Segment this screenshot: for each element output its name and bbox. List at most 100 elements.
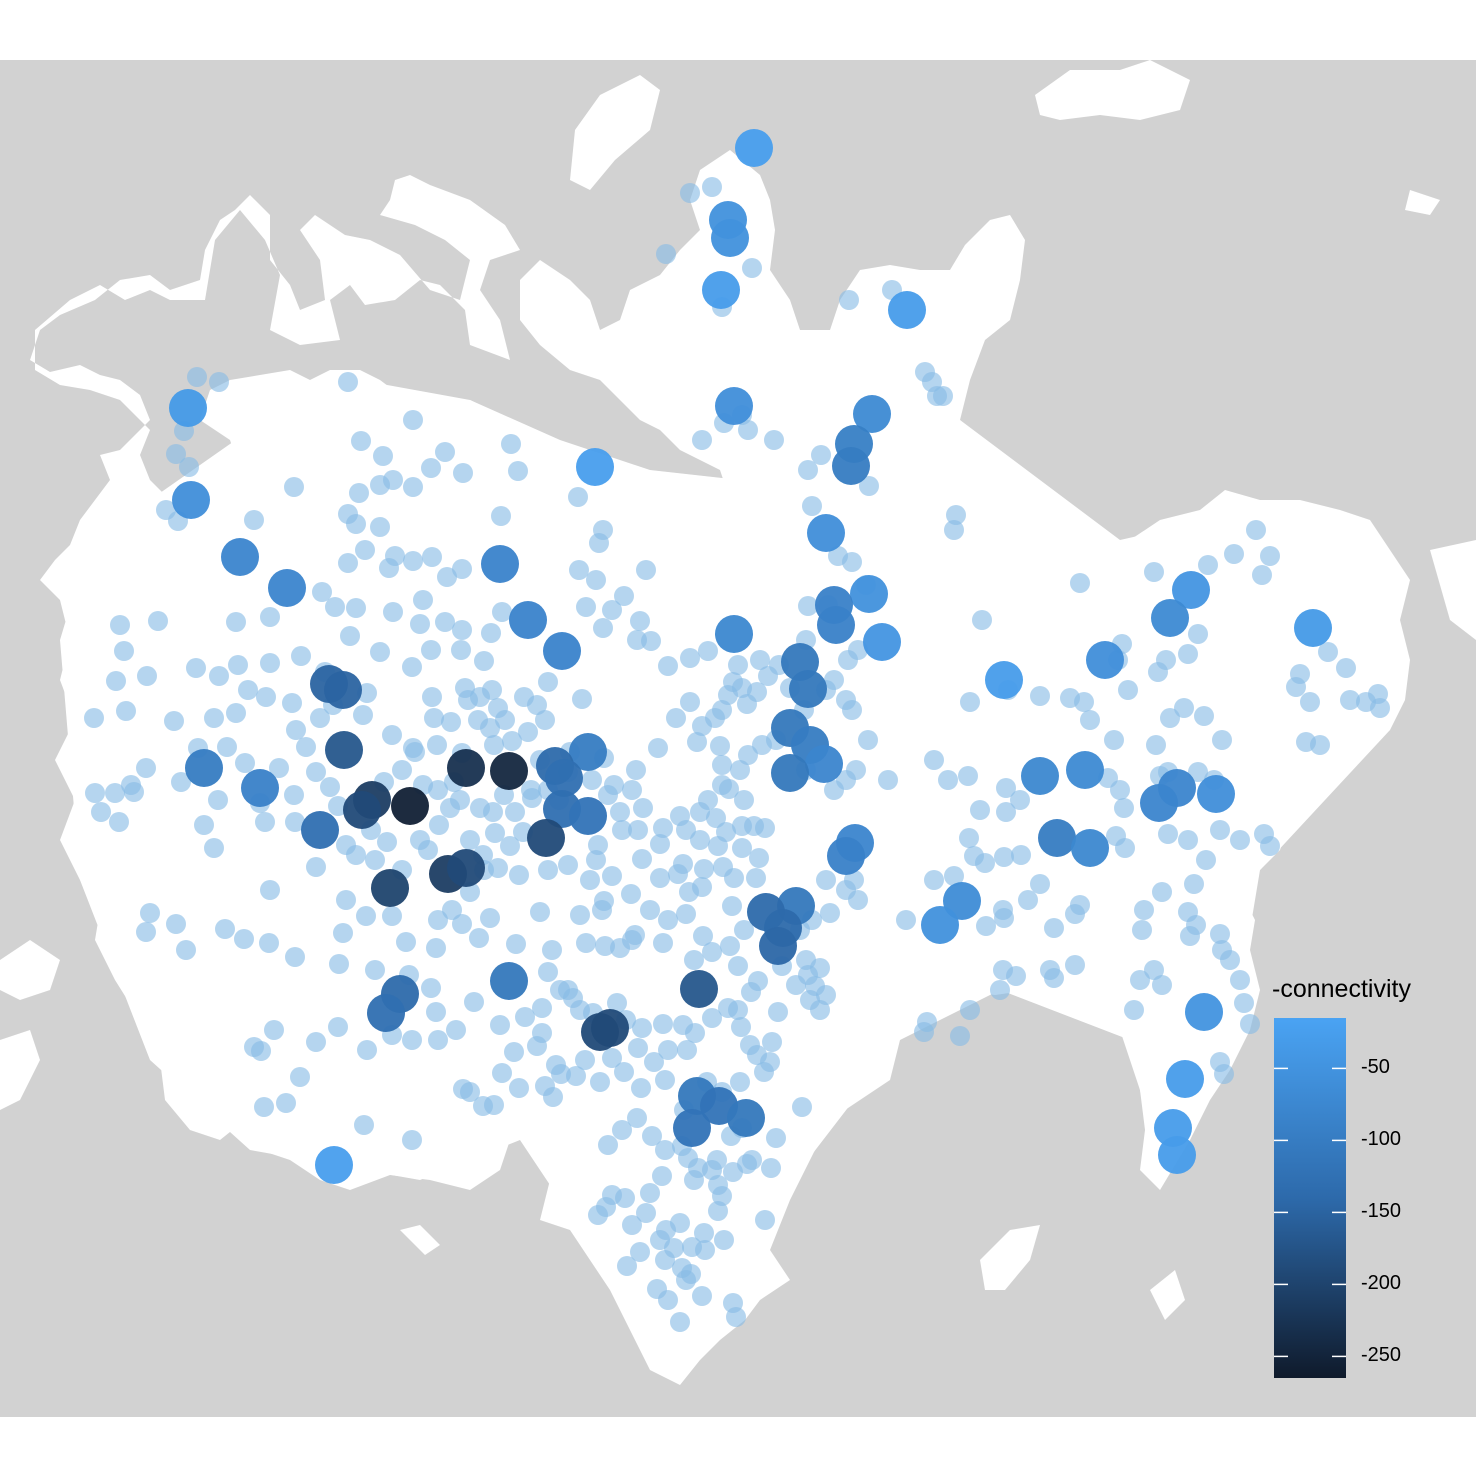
site-point: [796, 950, 816, 970]
site-point: [762, 1032, 782, 1052]
highlighted-site-point: [702, 271, 740, 309]
highlighted-site-point: [315, 1146, 353, 1184]
site-point: [621, 884, 641, 904]
site-point: [750, 650, 770, 670]
site-point: [370, 517, 390, 537]
site-point: [858, 730, 878, 750]
site-point: [204, 708, 224, 728]
site-point: [628, 1038, 648, 1058]
site-point: [707, 1150, 727, 1170]
site-point: [530, 902, 550, 922]
site-point: [694, 1223, 714, 1243]
site-point: [658, 656, 678, 676]
site-point: [730, 760, 750, 780]
site-point: [816, 870, 836, 890]
site-point: [685, 1023, 705, 1043]
site-point: [1252, 565, 1272, 585]
highlighted-site-point: [715, 615, 753, 653]
highlighted-site-point: [447, 849, 485, 887]
site-point: [1212, 730, 1232, 750]
site-point: [731, 1017, 751, 1037]
highlighted-site-point: [591, 1009, 629, 1047]
site-point: [137, 666, 157, 686]
site-point: [209, 666, 229, 686]
site-point: [355, 540, 375, 560]
site-point: [1370, 698, 1390, 718]
site-point: [632, 1018, 652, 1038]
site-point: [994, 847, 1014, 867]
site-point: [755, 818, 775, 838]
site-point: [284, 477, 304, 497]
site-point: [91, 802, 111, 822]
site-point: [164, 711, 184, 731]
highlighted-site-point: [391, 787, 429, 825]
highlighted-site-point: [1086, 641, 1124, 679]
site-point: [706, 808, 726, 828]
highlighted-site-point: [1021, 757, 1059, 795]
site-point: [1011, 845, 1031, 865]
site-point: [738, 745, 758, 765]
site-point: [435, 442, 455, 462]
site-point: [655, 1140, 675, 1160]
site-point: [734, 920, 754, 940]
site-point: [598, 1135, 618, 1155]
highlighted-site-point: [759, 927, 797, 965]
site-point: [336, 890, 356, 910]
site-point: [653, 818, 673, 838]
highlighted-site-point: [817, 606, 855, 644]
site-point: [859, 476, 879, 496]
highlighted-site-point: [771, 754, 809, 792]
site-point: [187, 367, 207, 387]
legend-colorbar: [1274, 1018, 1346, 1378]
highlighted-site-point: [221, 538, 259, 576]
site-point: [392, 760, 412, 780]
site-point: [712, 775, 732, 795]
site-point: [1144, 960, 1164, 980]
site-point: [354, 1115, 374, 1135]
site-point: [538, 860, 558, 880]
site-point: [84, 708, 104, 728]
island-south-far-east: [1150, 1270, 1185, 1320]
site-point: [238, 680, 258, 700]
site-point: [244, 510, 264, 530]
site-point: [726, 1307, 746, 1327]
site-point: [720, 936, 740, 956]
site-point: [655, 1250, 675, 1270]
highlighted-site-point: [1066, 751, 1104, 789]
site-point: [481, 623, 501, 643]
highlighted-site-point: [1172, 571, 1210, 609]
site-point: [485, 823, 505, 843]
site-point: [1178, 644, 1198, 664]
site-point: [670, 1312, 690, 1332]
site-point: [838, 650, 858, 670]
site-point: [1174, 698, 1194, 718]
site-point: [488, 698, 508, 718]
site-point: [450, 790, 470, 810]
colorbar-tick-label: -150: [1361, 1200, 1402, 1223]
site-point: [291, 646, 311, 666]
site-point: [428, 780, 448, 800]
island-south-mid: [400, 1225, 440, 1255]
site-point: [502, 731, 522, 751]
site-point: [693, 926, 713, 946]
highlighted-site-point: [1151, 599, 1189, 637]
site-point: [602, 600, 622, 620]
site-point: [468, 710, 488, 730]
site-point: [422, 687, 442, 707]
site-point: [732, 838, 752, 858]
highlighted-site-point: [832, 447, 870, 485]
site-point: [692, 1286, 712, 1306]
site-point: [421, 978, 441, 998]
site-point: [630, 1242, 650, 1262]
site-point: [509, 865, 529, 885]
site-point: [1070, 573, 1090, 593]
site-point: [116, 701, 136, 721]
colorbar-tick-label: -50: [1361, 1056, 1390, 1079]
highlighted-site-point: [711, 219, 749, 257]
site-point: [171, 772, 191, 792]
site-point: [426, 938, 446, 958]
site-point: [491, 506, 511, 526]
site-point: [110, 615, 130, 635]
site-point: [568, 487, 588, 507]
site-point: [428, 1030, 448, 1050]
